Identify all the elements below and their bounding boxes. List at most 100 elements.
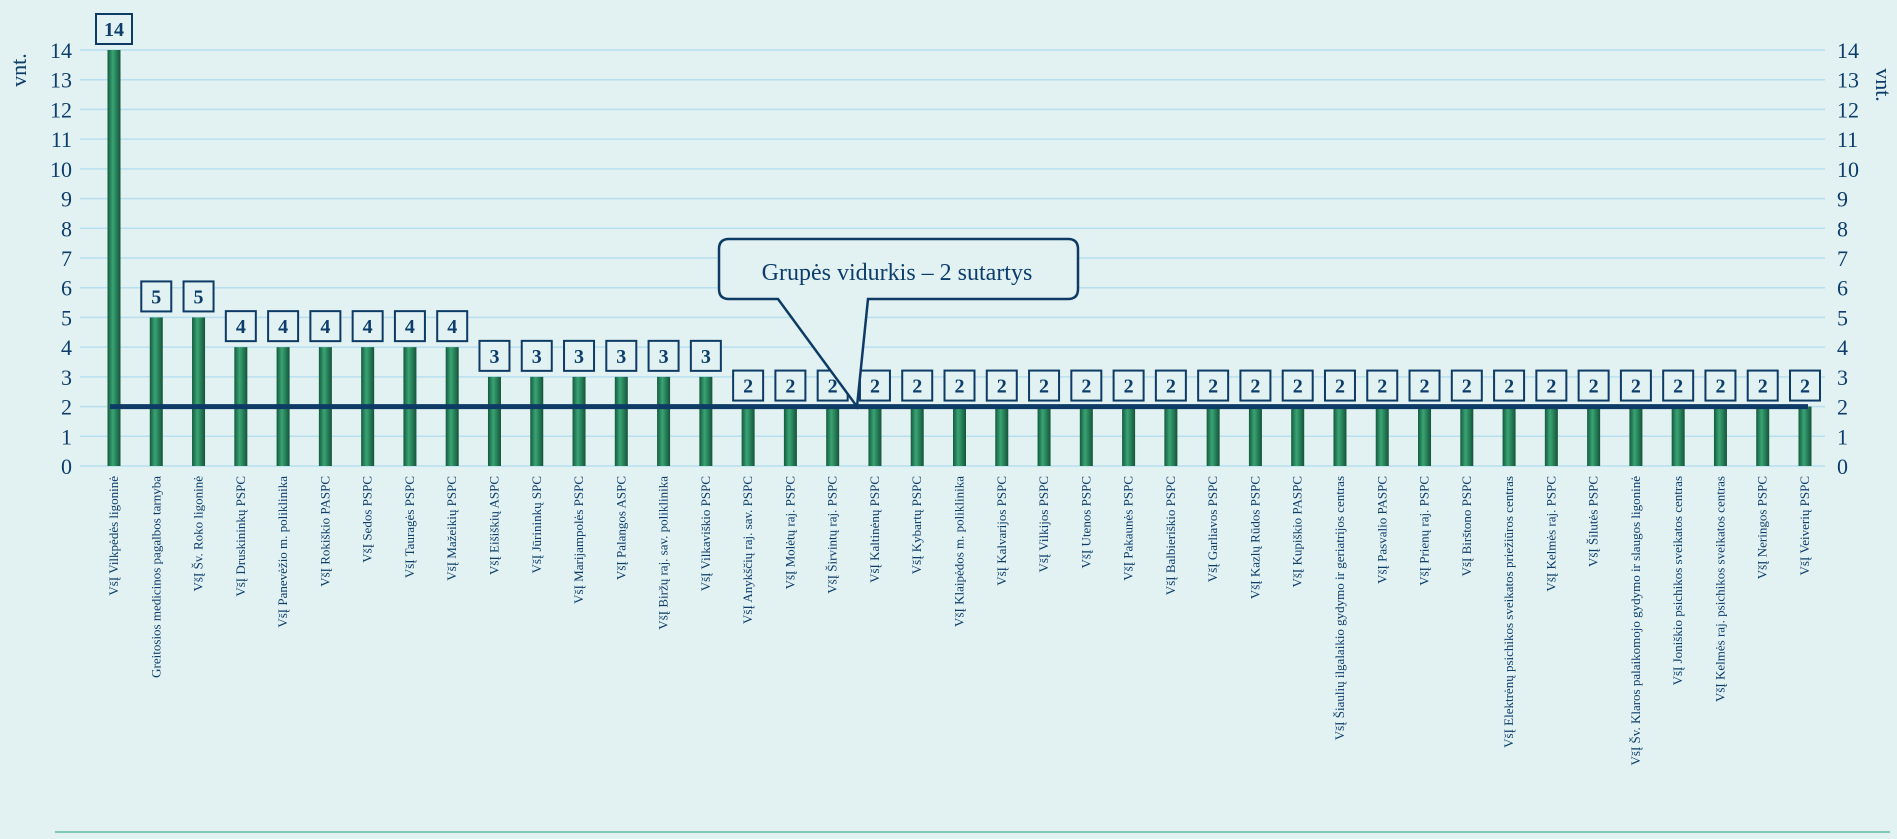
category-label: VšĮ Kalvarijos PSPC xyxy=(994,476,1009,586)
category-label: VšĮ Šv. Roko ligoninė xyxy=(191,476,206,592)
data-label-box xyxy=(1450,369,1483,402)
bar xyxy=(1079,406,1093,466)
bars xyxy=(107,50,1812,466)
data-label: 2 xyxy=(870,376,880,398)
category-label: VšĮ Vilkaviškio PSPC xyxy=(698,476,713,591)
data-label: 4 xyxy=(278,316,288,338)
y-tick-right: 14 xyxy=(1837,38,1859,63)
y-tick-right: 1 xyxy=(1837,424,1848,449)
y-tick-left: 11 xyxy=(51,127,72,152)
bar xyxy=(953,406,966,466)
y-tick-right: 12 xyxy=(1837,97,1859,122)
y-tick-right: 2 xyxy=(1837,395,1848,420)
category-label: VšĮ Kelmės raj. psichikos sveikatos cent… xyxy=(1712,476,1727,702)
category-label: VšĮ Balbieriškio PSPC xyxy=(1163,476,1178,595)
data-labels: 14 5 5 4 4 4 4 4 4 3 3 3 3 3 3 2 2 2 2 2 2 2 2 2 2 2 2 2 2 2 2 2 2 2 2 2 2 2 2… xyxy=(95,13,1821,402)
data-label: 2 xyxy=(997,376,1007,398)
data-label-box xyxy=(1577,369,1610,402)
data-label-box xyxy=(1028,369,1061,402)
y-tick-left: 6 xyxy=(61,276,72,301)
bar xyxy=(1333,406,1347,466)
y-tick-left: 10 xyxy=(50,157,72,182)
average-callout: Grupės vidurkis – 2 sutartys xyxy=(717,237,1080,410)
data-label-box xyxy=(1704,369,1737,402)
category-label: VšĮ Kazlų Rūdos PSPC xyxy=(1247,476,1262,599)
data-label-box xyxy=(689,339,722,372)
data-label-box xyxy=(1070,369,1103,402)
data-label-box xyxy=(1662,369,1695,402)
category-label: VšĮ Prienų raj. PSPC xyxy=(1417,476,1432,586)
bar xyxy=(826,406,840,466)
y-tick-left: 12 xyxy=(50,97,72,122)
data-label: 5 xyxy=(194,286,204,308)
data-label: 5 xyxy=(151,286,161,308)
data-label: 2 xyxy=(1673,376,1683,398)
category-label: VšĮ Birštono PSPC xyxy=(1459,476,1474,576)
data-label-box xyxy=(182,280,215,313)
bar xyxy=(572,376,586,466)
bar xyxy=(1164,406,1178,466)
data-label-box xyxy=(647,339,680,372)
data-label: 2 xyxy=(828,376,838,398)
bar xyxy=(1460,406,1474,466)
data-label-box xyxy=(1408,369,1441,402)
data-label-box xyxy=(1789,369,1821,402)
data-label-box xyxy=(732,369,765,402)
category-label: VšĮ Šv. Klaros palaikomojo gydymo ir sla… xyxy=(1628,476,1643,766)
bar xyxy=(741,406,755,466)
data-label-box xyxy=(1239,369,1272,402)
data-label-box xyxy=(267,310,300,343)
bar xyxy=(1756,406,1770,466)
bar xyxy=(699,376,713,466)
y-tick-left: 2 xyxy=(61,395,72,420)
bar xyxy=(107,50,121,466)
y-axis-unit-right: vnt. xyxy=(1871,68,1896,102)
category-label: VšĮ Molėtų raj. PSPC xyxy=(782,476,797,589)
category-label: VšĮ Palangos ASPC xyxy=(613,476,628,580)
bar xyxy=(1037,406,1051,466)
y-tick-right: 11 xyxy=(1837,127,1858,152)
data-label-box xyxy=(1281,369,1314,402)
data-label-box xyxy=(436,310,469,343)
category-label: VšĮ Pasvalio PASPC xyxy=(1374,476,1389,584)
bar xyxy=(868,406,882,466)
data-label: 14 xyxy=(104,19,124,41)
category-label: VšĮ Jūrininkų SPC xyxy=(529,476,544,574)
data-label: 3 xyxy=(489,346,499,368)
category-label: VšĮ Kupiškio PASPC xyxy=(1290,476,1305,588)
y-tick-right: 5 xyxy=(1837,305,1848,330)
data-label: 2 xyxy=(1504,376,1514,398)
data-label-box xyxy=(1112,369,1145,402)
data-label-box xyxy=(1366,369,1399,402)
category-label: VšĮ Sedos PSPC xyxy=(360,476,375,563)
data-label: 2 xyxy=(1166,376,1176,398)
data-label: 2 xyxy=(1462,376,1472,398)
y-tick-left: 1 xyxy=(61,424,72,449)
category-labels: VšĮ Vilkpėdės ligoninė Greitosios medicin… xyxy=(106,476,1812,766)
data-label-box xyxy=(774,369,807,402)
data-label: 4 xyxy=(363,316,373,338)
bar xyxy=(1418,406,1432,466)
data-label: 4 xyxy=(405,316,415,338)
average-callout-label: Grupės vidurkis – 2 sutartys xyxy=(762,260,1033,286)
category-label: VšĮ Veiverių PSPC xyxy=(1797,476,1812,575)
data-label: 3 xyxy=(659,346,669,368)
bar xyxy=(530,376,544,466)
category-label: Greitosios medicinos pagalbos tarnyba xyxy=(148,476,163,678)
data-label: 2 xyxy=(1039,376,1049,398)
data-label: 2 xyxy=(1800,376,1810,398)
category-label: VšĮ Biržų raj. sav. poliklinika xyxy=(656,476,671,630)
y-tick-right: 0 xyxy=(1837,454,1848,479)
data-label: 4 xyxy=(236,316,246,338)
category-label: VšĮ Vilkpėdės ligoninė xyxy=(106,476,121,596)
category-label: VšĮ Kybartų PSPC xyxy=(909,476,924,574)
category-label: VšĮ Kelmės raj. PSPC xyxy=(1543,476,1558,592)
category-label: VšĮ Šilutės PSPC xyxy=(1586,476,1601,567)
data-label-box xyxy=(901,369,934,402)
data-label-box xyxy=(95,13,133,45)
bar xyxy=(614,376,628,466)
y-tick-right: 7 xyxy=(1837,246,1848,271)
